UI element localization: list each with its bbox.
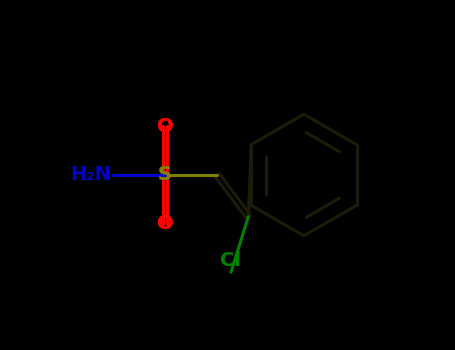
Text: O: O — [157, 214, 173, 233]
Text: S: S — [158, 166, 172, 184]
Text: O: O — [157, 214, 173, 233]
Text: H₂N: H₂N — [70, 166, 111, 184]
Text: O: O — [157, 117, 173, 136]
Text: S: S — [158, 166, 172, 184]
Text: Cl: Cl — [221, 252, 242, 271]
Text: O: O — [157, 117, 173, 136]
